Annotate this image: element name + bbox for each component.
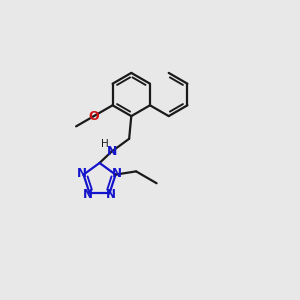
Text: N: N: [77, 167, 87, 180]
Text: N: N: [112, 167, 122, 180]
Text: N: N: [83, 188, 93, 201]
Text: N: N: [106, 188, 116, 201]
Text: H: H: [101, 139, 109, 149]
Text: N: N: [107, 145, 118, 158]
Text: O: O: [88, 110, 99, 123]
